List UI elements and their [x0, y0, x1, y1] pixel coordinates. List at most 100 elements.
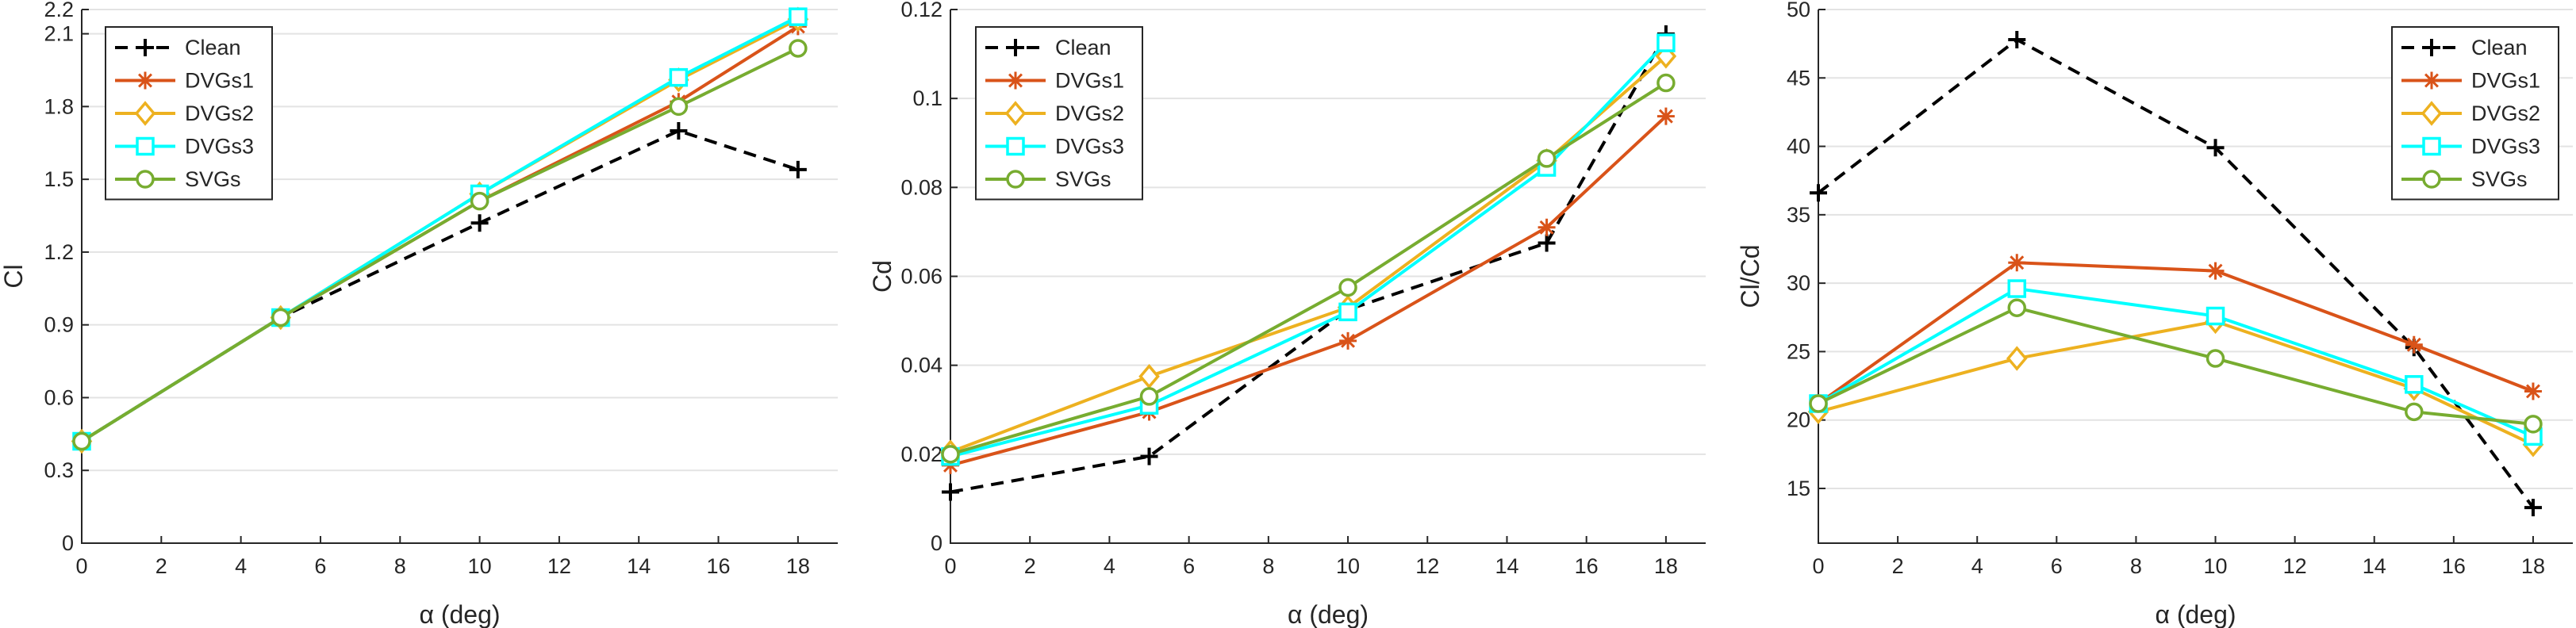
data-point — [942, 483, 959, 501]
legend-label: DVGs2 — [185, 101, 254, 125]
data-point — [2524, 415, 2543, 434]
legend-label: DVGs1 — [2471, 69, 2540, 93]
y-tick-label: 1.2 — [44, 240, 74, 264]
data-point — [1138, 363, 1160, 389]
y-tick-label: 40 — [1787, 135, 1810, 159]
legend-label: DVGs2 — [2471, 101, 2540, 125]
y-tick-label: 0.08 — [900, 175, 942, 199]
data-point — [1538, 218, 1556, 236]
data-point — [1537, 149, 1557, 168]
x-axis-label: α (deg) — [419, 600, 500, 628]
y-tick-label: 25 — [1787, 339, 1810, 363]
legend-label: DVGs3 — [2471, 135, 2540, 159]
x-tick-label: 10 — [2204, 554, 2228, 578]
y-tick-label: 0.12 — [900, 0, 942, 21]
legend: Clean DVGs1 DVGs2 DVGs3 SVGs — [2391, 26, 2559, 201]
legend-marker — [1006, 136, 1025, 156]
x-axis-label: α (deg) — [2155, 600, 2236, 628]
data-point — [2405, 335, 2423, 354]
legend-marker — [2423, 71, 2440, 90]
legend-label: DVGs3 — [185, 135, 254, 159]
x-tick-label: 14 — [1495, 554, 1518, 578]
x-tick-label: 4 — [235, 554, 247, 578]
y-tick-label: 0.06 — [900, 265, 942, 289]
y-tick-label: 35 — [1787, 203, 1810, 227]
series-line — [950, 33, 1668, 494]
x-tick-label: 18 — [786, 554, 810, 578]
x-axis-label: α (deg) — [1288, 600, 1369, 628]
y-tick-label: 30 — [1787, 271, 1810, 295]
x-tick-label: 8 — [1262, 554, 1274, 578]
y-tick-label: 2.1 — [44, 22, 74, 46]
legend-marker — [1007, 39, 1024, 56]
data-point — [789, 7, 808, 26]
data-point — [2524, 499, 2542, 517]
data-point — [789, 39, 808, 58]
y-tick-label: 0.6 — [44, 385, 74, 409]
legend-label: Clean — [185, 36, 241, 59]
series-dvgs1 — [1810, 254, 2542, 412]
data-point — [1657, 107, 1675, 125]
x-tick-label: 16 — [2442, 554, 2466, 578]
legend-label: Clean — [1055, 36, 1111, 59]
data-point — [2405, 375, 2424, 394]
y-tick-label: 1.5 — [44, 167, 74, 191]
y-tick-label: 1.8 — [44, 94, 74, 118]
data-point — [2206, 139, 2225, 157]
x-tick-label: 2 — [1892, 554, 1904, 578]
legend-marker — [1006, 170, 1025, 189]
x-tick-label: 12 — [1415, 554, 1439, 578]
legend-marker — [136, 71, 154, 90]
y-axis-label: Cd — [868, 260, 896, 293]
legend-label: DVGs1 — [1055, 69, 1124, 93]
legend-label: DVGs3 — [1055, 135, 1124, 159]
chart-3: 15 20 25 30 35 40 45 50 0 2 4 6 8 10 12 14 16 18 α (deg) Cl… — [1736, 0, 2573, 628]
x-tick-label: 8 — [394, 554, 406, 578]
x-tick-label: 12 — [547, 554, 571, 578]
legend-label: DVGs1 — [185, 69, 254, 93]
series-line — [1818, 306, 2534, 426]
legend: Clean DVGs1 DVGs2 DVGs3 SVGs — [105, 26, 273, 201]
data-point — [2405, 402, 2424, 422]
series-svgs — [1809, 298, 2543, 434]
data-point — [789, 160, 807, 178]
y-tick-label: 15 — [1787, 477, 1810, 500]
y-axis-label: Cl/Cd — [1736, 244, 1764, 308]
x-tick-label: 0 — [75, 554, 87, 578]
legend-marker — [136, 39, 154, 56]
y-tick-label: 2.2 — [44, 0, 74, 21]
x-tick-label: 16 — [707, 554, 731, 578]
data-point — [2006, 346, 2028, 371]
x-tick-label: 18 — [2521, 554, 2545, 578]
data-point — [2524, 382, 2542, 400]
data-point — [2008, 30, 2026, 48]
legend-label: Clean — [2471, 36, 2528, 59]
chart-2: 0 0.02 0.04 0.06 0.08 0.1 0.12 0 2 4 6 8 10 12 14 16 18 α… — [868, 0, 1706, 628]
data-point — [670, 121, 688, 140]
x-tick-label: 12 — [2283, 554, 2307, 578]
data-point — [941, 445, 960, 464]
data-point — [2007, 298, 2027, 317]
data-point — [1538, 234, 1556, 252]
data-point — [470, 191, 489, 211]
x-tick-label: 18 — [1654, 554, 1678, 578]
x-tick-label: 10 — [1336, 554, 1360, 578]
legend-marker — [2422, 136, 2441, 156]
data-point — [271, 308, 290, 327]
legend-marker — [2423, 39, 2440, 56]
series-svgs — [941, 73, 1676, 464]
data-point — [1338, 278, 1357, 297]
y-tick-label: 50 — [1787, 0, 1810, 21]
x-tick-label: 4 — [1971, 554, 1983, 578]
data-point — [72, 431, 91, 451]
data-point — [1657, 73, 1676, 93]
x-tick-label: 10 — [468, 554, 492, 578]
legend-marker — [2422, 170, 2441, 189]
series-svgs — [72, 39, 808, 451]
y-tick-label: 20 — [1787, 408, 1810, 432]
data-point — [2007, 279, 2027, 298]
data-point — [1139, 387, 1159, 406]
y-tick-label: 0.04 — [900, 354, 942, 377]
legend-label: SVGs — [185, 167, 241, 191]
